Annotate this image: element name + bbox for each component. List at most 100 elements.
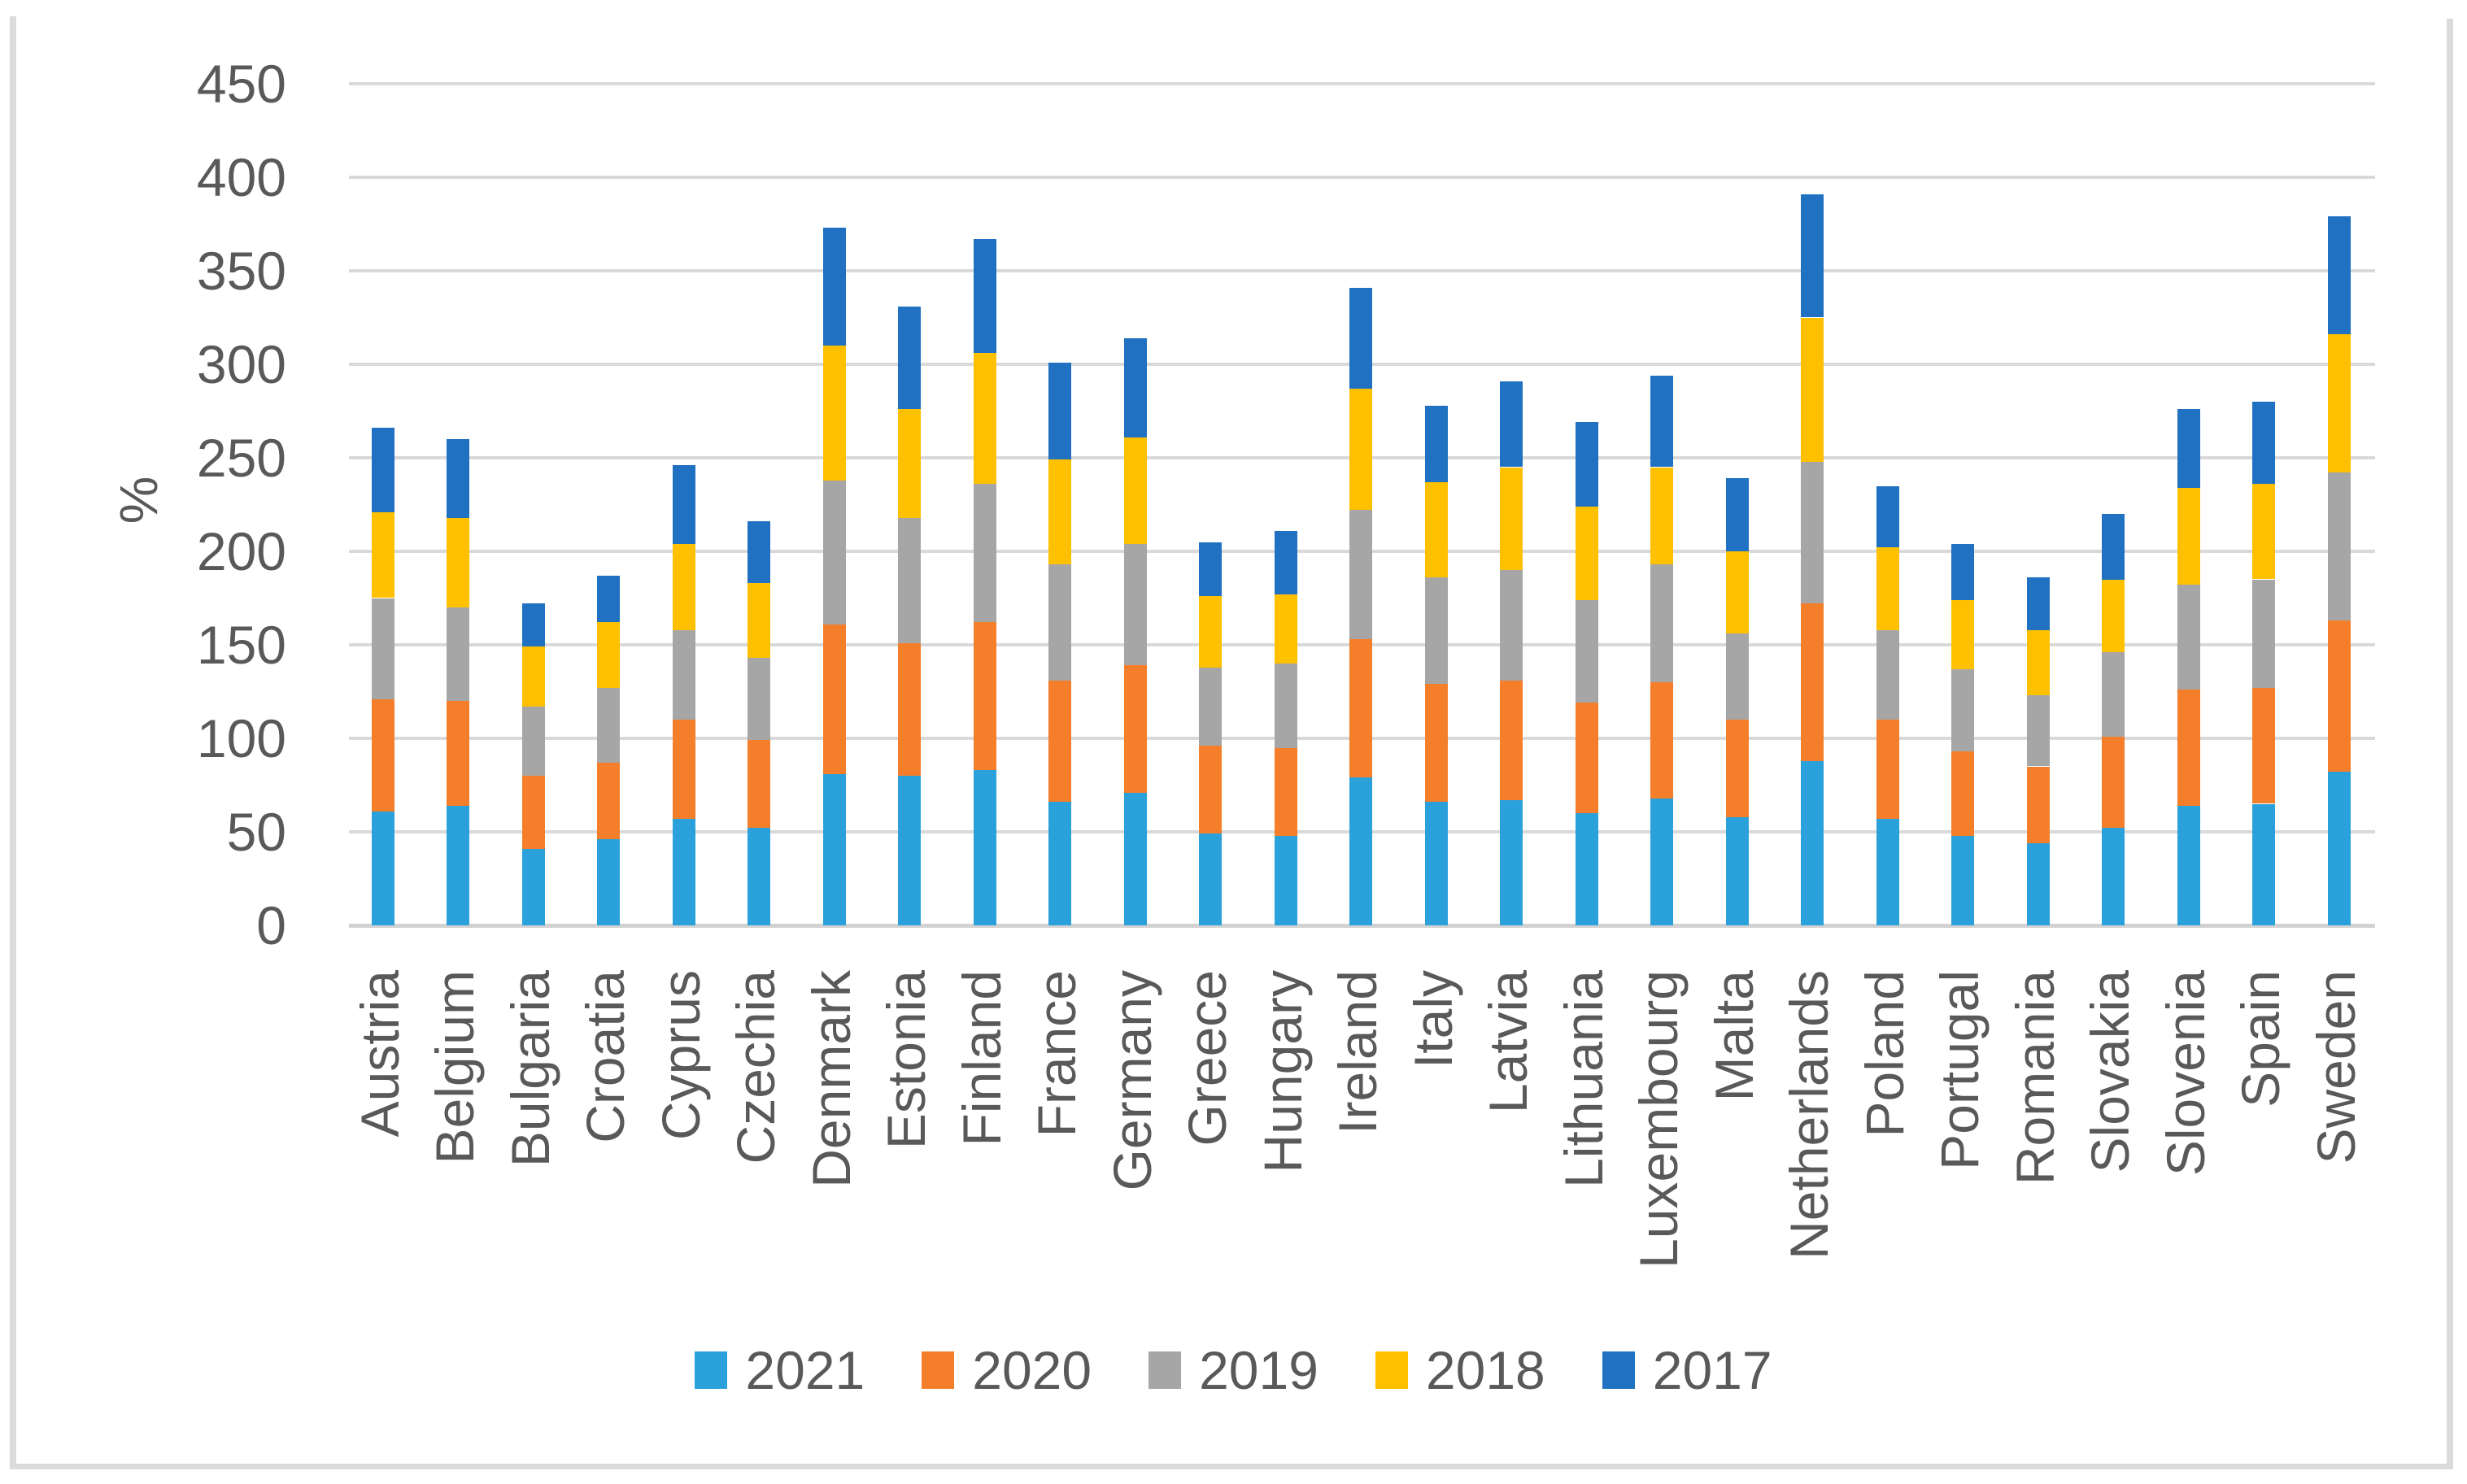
bar-segment-france-2019 bbox=[1048, 564, 1071, 681]
bar-segment-poland-2018 bbox=[1876, 547, 1899, 630]
legend: 2021 2020 2019 2018 2017 bbox=[0, 1343, 2467, 1397]
bar-segment-spain-2020 bbox=[2252, 687, 2275, 804]
bar-segment-sweden-2018 bbox=[2327, 334, 2351, 473]
x-axis-label-spain: Spain bbox=[2230, 970, 2290, 1108]
bar-segment-bulgaria-2021 bbox=[521, 848, 545, 925]
bar-segment-estonia-2019 bbox=[898, 517, 921, 643]
bar-segment-ireland-2018 bbox=[1349, 388, 1372, 511]
bar-segment-romania-2017 bbox=[2026, 577, 2050, 630]
bar-segment-sweden-2021 bbox=[2327, 772, 2351, 925]
bar-segment-finland-2021 bbox=[973, 770, 996, 925]
gridline-y450 bbox=[349, 82, 2375, 85]
bar-segment-spain-2017 bbox=[2252, 402, 2275, 485]
bar-segment-greece-2018 bbox=[1199, 596, 1222, 668]
legend-label-2018: 2018 bbox=[1425, 1340, 1545, 1400]
bar-segment-cyprus-2019 bbox=[672, 629, 695, 720]
x-axis-label-latvia: Latvia bbox=[1478, 970, 1538, 1114]
bar-segment-malta-2018 bbox=[1725, 551, 1749, 634]
bar-segment-ireland-2021 bbox=[1349, 777, 1372, 925]
bar-segment-belgium-2017 bbox=[447, 439, 469, 518]
bar-segment-romania-2018 bbox=[2026, 629, 2050, 696]
x-axis-label-hungary: Hungary bbox=[1252, 970, 1313, 1173]
legend-item-2019: 2019 bbox=[1149, 1343, 1318, 1397]
bar-segment-lithuania-2018 bbox=[1575, 506, 1598, 600]
bar-segment-portugal-2021 bbox=[1951, 835, 1974, 925]
bar-segment-slovenia-2018 bbox=[2177, 487, 2200, 585]
bar-segment-ireland-2019 bbox=[1349, 510, 1372, 640]
bar-segment-hungary-2018 bbox=[1274, 594, 1297, 664]
bar-segment-belgium-2018 bbox=[447, 517, 469, 607]
bar-segment-lithuania-2021 bbox=[1575, 813, 1598, 925]
bar-segment-malta-2021 bbox=[1725, 816, 1749, 925]
bar-segment-cyprus-2021 bbox=[672, 818, 695, 925]
legend-item-2018: 2018 bbox=[1375, 1343, 1545, 1397]
bar-segment-cyprus-2020 bbox=[672, 720, 695, 819]
bar-segment-sweden-2019 bbox=[2327, 472, 2351, 621]
bar-segment-greece-2019 bbox=[1199, 667, 1222, 746]
legend-label-2020: 2020 bbox=[972, 1340, 1092, 1400]
bar-segment-austria-2019 bbox=[371, 598, 394, 699]
bar-segment-france-2018 bbox=[1048, 459, 1071, 565]
bar-segment-germany-2020 bbox=[1123, 665, 1147, 793]
bar-segment-latvia-2020 bbox=[1500, 680, 1523, 800]
bar-segment-latvia-2019 bbox=[1500, 570, 1523, 681]
x-axis-label-romania: Romania bbox=[2004, 970, 2065, 1186]
x-axis-label-austria: Austria bbox=[349, 970, 410, 1138]
y-tick-label-150: 150 bbox=[196, 615, 286, 675]
bar-segment-estonia-2017 bbox=[898, 306, 921, 410]
bar-segment-germany-2017 bbox=[1123, 337, 1147, 437]
legend-item-2020: 2020 bbox=[922, 1343, 1092, 1397]
gridline-y400 bbox=[349, 176, 2375, 179]
bar-segment-hungary-2019 bbox=[1274, 664, 1297, 748]
x-axis-label-lithuania: Lithuania bbox=[1553, 970, 1614, 1188]
bar-segment-luxembourg-2019 bbox=[1650, 564, 1673, 682]
x-axis-label-slovenia: Slovenia bbox=[2155, 970, 2216, 1177]
bar-segment-netherlands-2021 bbox=[1801, 760, 1824, 925]
y-tick-label-0: 0 bbox=[256, 895, 286, 955]
y-tick-label-350: 350 bbox=[196, 241, 286, 301]
x-axis-label-germany: Germany bbox=[1101, 970, 1162, 1191]
bar-segment-portugal-2020 bbox=[1951, 751, 1974, 836]
y-tick-label-300: 300 bbox=[196, 334, 286, 394]
bar-segment-hungary-2021 bbox=[1274, 835, 1297, 925]
y-tick-label-200: 200 bbox=[196, 521, 286, 581]
bar-segment-france-2017 bbox=[1048, 362, 1071, 460]
x-axis-label-poland: Poland bbox=[1854, 970, 1915, 1138]
x-axis-label-denmark: Denmark bbox=[800, 970, 861, 1188]
bar-segment-slovakia-2019 bbox=[2102, 652, 2125, 737]
bar-segment-italy-2019 bbox=[1424, 577, 1448, 685]
bar-segment-slovakia-2021 bbox=[2102, 828, 2125, 925]
x-axis-label-greece: Greece bbox=[1177, 970, 1237, 1147]
bar-segment-slovenia-2017 bbox=[2177, 409, 2200, 488]
bar-segment-denmark-2018 bbox=[822, 346, 846, 481]
bar-segment-denmark-2019 bbox=[822, 480, 846, 624]
bar-segment-bulgaria-2018 bbox=[521, 646, 545, 707]
bar-segment-lithuania-2017 bbox=[1575, 422, 1598, 507]
bar-segment-lithuania-2020 bbox=[1575, 703, 1598, 813]
bar-segment-italy-2021 bbox=[1424, 802, 1448, 925]
bar-segment-croatia-2017 bbox=[597, 575, 620, 623]
bar-segment-italy-2017 bbox=[1424, 405, 1448, 482]
bar-segment-cyprus-2018 bbox=[672, 543, 695, 630]
bar-segment-ireland-2020 bbox=[1349, 639, 1372, 778]
bar-segment-slovakia-2017 bbox=[2102, 514, 2125, 580]
bar-segment-portugal-2018 bbox=[1951, 599, 1974, 669]
frame-bottom-edge bbox=[10, 1464, 2453, 1469]
x-axis-label-portugal: Portugal bbox=[1929, 970, 1990, 1170]
bar-segment-italy-2018 bbox=[1424, 481, 1448, 578]
bar-segment-belgium-2020 bbox=[447, 701, 469, 806]
legend-label-2017: 2017 bbox=[1652, 1340, 1772, 1400]
bar-segment-luxembourg-2018 bbox=[1650, 467, 1673, 565]
bar-segment-slovakia-2018 bbox=[2102, 579, 2125, 653]
bar-segment-malta-2017 bbox=[1725, 478, 1749, 551]
bar-segment-czechia-2019 bbox=[748, 658, 770, 741]
legend-swatch-2017 bbox=[1602, 1351, 1635, 1389]
x-axis-label-netherlands: Netherlands bbox=[1779, 970, 1839, 1260]
x-axis-label-czechia: Czechia bbox=[726, 970, 786, 1164]
bar-segment-portugal-2019 bbox=[1951, 668, 1974, 752]
bar-segment-germany-2021 bbox=[1123, 792, 1147, 925]
bar-segment-france-2020 bbox=[1048, 680, 1071, 803]
bar-segment-slovenia-2019 bbox=[2177, 585, 2200, 690]
bar-segment-slovenia-2020 bbox=[2177, 690, 2200, 806]
x-axis-label-cyprus: Cyprus bbox=[650, 970, 711, 1141]
